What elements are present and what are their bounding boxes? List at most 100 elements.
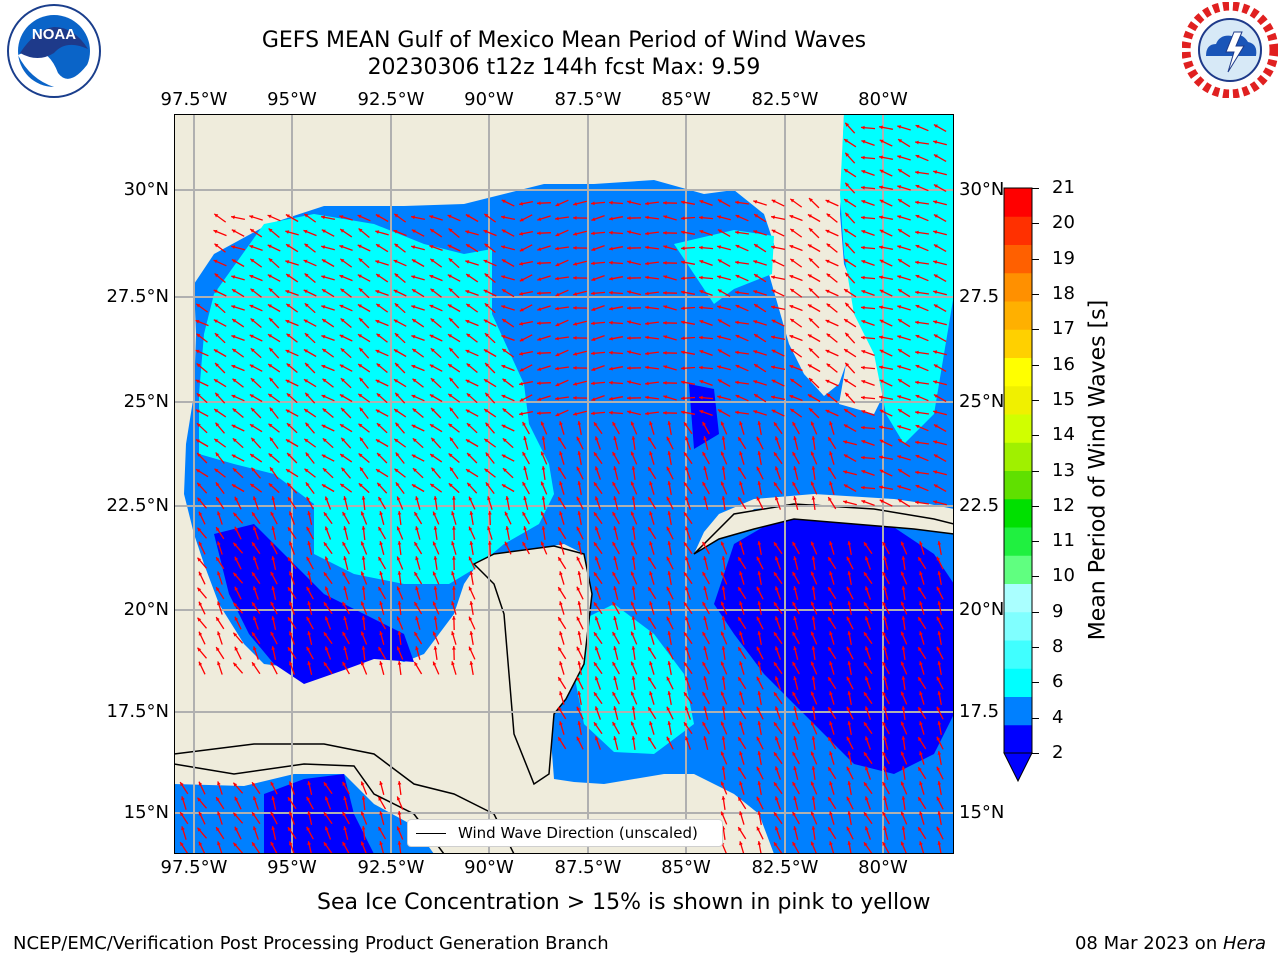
wave-arrow-head bbox=[357, 274, 362, 279]
wave-arrow-head bbox=[214, 333, 219, 337]
wave-arrow-head bbox=[738, 767, 742, 772]
wave-arrow-head bbox=[883, 826, 887, 831]
wave-arrow-head bbox=[775, 496, 779, 501]
wave-arrow-head bbox=[375, 230, 380, 234]
wave-arrow-head bbox=[217, 811, 221, 816]
wave-arrow-head bbox=[703, 736, 707, 741]
wave-arrow-head bbox=[576, 646, 581, 651]
wave-arrow-head bbox=[342, 631, 346, 636]
wave-arrow-head bbox=[810, 841, 815, 846]
wave-arrow-head bbox=[412, 468, 417, 472]
wave-arrow-head bbox=[847, 541, 852, 545]
wave-arrow-head bbox=[339, 364, 344, 369]
wave-arrow-head bbox=[861, 185, 865, 190]
wave-arrow-head bbox=[289, 511, 293, 516]
wave-arrow-head bbox=[645, 395, 649, 400]
wave-arrow-head bbox=[756, 586, 761, 591]
wave-arrow-head bbox=[253, 616, 257, 621]
wave-arrow-head bbox=[845, 182, 850, 187]
wave-arrow-head bbox=[286, 333, 291, 338]
wave-arrow-head bbox=[591, 291, 595, 296]
wave-arrow-head bbox=[936, 646, 941, 651]
wave-arrow-head bbox=[468, 526, 473, 531]
wave-arrow-head bbox=[790, 228, 795, 233]
wave-arrow-head bbox=[699, 215, 703, 220]
colorbar-tick-label: 21 bbox=[1052, 177, 1075, 198]
wave-arrow-head bbox=[394, 438, 399, 443]
wave-arrow-head bbox=[537, 351, 541, 356]
wave-arrow-head bbox=[793, 826, 797, 831]
wave-arrow-head bbox=[591, 411, 595, 416]
wave-arrow-head bbox=[631, 736, 636, 740]
wave-arrow-head bbox=[771, 259, 776, 264]
wave-arrow-head bbox=[919, 631, 923, 636]
wave-arrow-head bbox=[717, 319, 722, 323]
wave-arrow-head bbox=[465, 214, 470, 218]
wave-arrow-head bbox=[559, 571, 563, 576]
wave-arrow-head bbox=[250, 288, 255, 293]
wave-arrow-head bbox=[358, 334, 362, 338]
colorbar-segment bbox=[1004, 414, 1032, 443]
map-panel bbox=[173, 113, 955, 856]
wave-arrow-head bbox=[879, 139, 884, 144]
wave-arrow-head bbox=[267, 244, 272, 249]
wave-arrow-head bbox=[756, 616, 761, 621]
wave-arrow-head bbox=[829, 661, 833, 666]
wave-arrow-head bbox=[649, 421, 653, 426]
wave-arrow-head bbox=[448, 364, 453, 368]
wave-arrow-head bbox=[340, 424, 344, 428]
wave-arrow-head bbox=[919, 811, 923, 816]
wave-arrow-head bbox=[360, 781, 365, 786]
wave-arrow-head bbox=[232, 378, 237, 383]
colorbar-segment bbox=[1004, 188, 1032, 217]
wave-arrow-head bbox=[465, 230, 470, 234]
wave-arrow-head bbox=[540, 481, 545, 486]
wave-arrow-head bbox=[394, 409, 399, 413]
wave-arrow-head bbox=[735, 410, 739, 415]
wave-arrow-head bbox=[215, 392, 220, 397]
wave-arrow-head bbox=[829, 751, 833, 756]
wave-arrow-head bbox=[793, 436, 797, 441]
wave-arrow-head bbox=[739, 541, 743, 546]
wave-arrow-head bbox=[775, 706, 779, 711]
wave-arrow-head bbox=[666, 466, 671, 471]
wave-arrow-head bbox=[773, 782, 778, 787]
wave-arrow-head bbox=[807, 274, 812, 278]
wave-arrow-head bbox=[214, 379, 218, 383]
wave-arrow-head bbox=[394, 213, 399, 218]
wave-arrow-head bbox=[627, 246, 631, 250]
wave-arrow-head bbox=[502, 438, 507, 443]
wave-arrow-head bbox=[231, 275, 236, 279]
wave-arrow-head bbox=[898, 409, 903, 413]
wave-arrow-head bbox=[198, 841, 203, 846]
wave-arrow-head bbox=[900, 661, 905, 666]
wave-arrow-head bbox=[340, 348, 345, 353]
wave-arrow-head bbox=[448, 483, 453, 488]
wave-arrow-head bbox=[861, 215, 865, 220]
wave-arrow-head bbox=[810, 421, 815, 426]
wave-arrow-head bbox=[467, 482, 472, 487]
wave-arrow-head bbox=[306, 556, 311, 561]
wave-arrow-head bbox=[469, 541, 474, 545]
wave-arrow-head bbox=[197, 647, 202, 652]
wave-arrow-head bbox=[411, 454, 416, 459]
wave-arrow-head bbox=[595, 646, 599, 651]
wave-arrow-head bbox=[756, 496, 761, 501]
wave-arrow-head bbox=[793, 616, 797, 621]
wave-arrow-head bbox=[627, 350, 631, 355]
wave-arrow-head bbox=[469, 661, 474, 665]
wave-arrow-head bbox=[358, 393, 363, 398]
wave-arrow-head bbox=[879, 469, 884, 474]
wave-arrow-head bbox=[897, 215, 902, 219]
wave-arrow-head bbox=[285, 290, 290, 294]
wave-arrow-head bbox=[882, 751, 886, 756]
wave-arrow-head bbox=[771, 305, 775, 310]
wave-arrow-head bbox=[699, 230, 704, 234]
wave-arrow-head bbox=[286, 469, 290, 473]
wave-arrow-head bbox=[577, 541, 582, 545]
wave-arrow-head bbox=[214, 213, 219, 218]
wave-arrow-head bbox=[268, 288, 273, 292]
wave-arrow-head bbox=[681, 366, 685, 371]
wave-arrow-head bbox=[268, 393, 273, 398]
wave-arrow-head bbox=[432, 601, 437, 606]
